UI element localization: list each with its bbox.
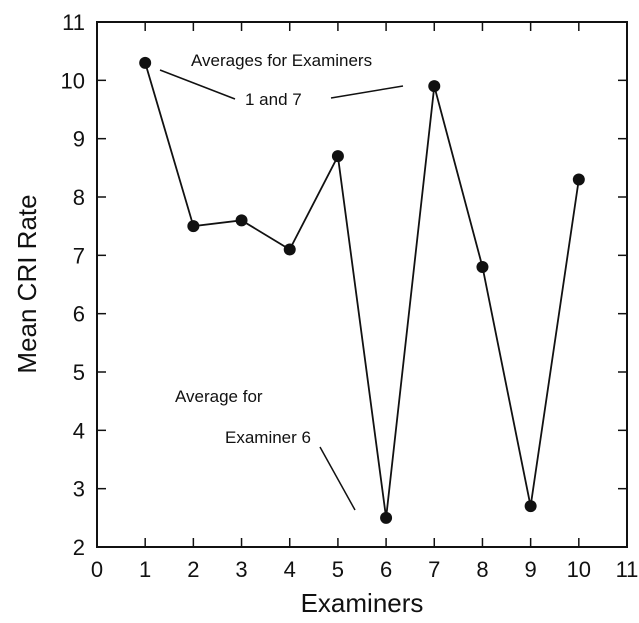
x-tick-label: 6 xyxy=(380,557,392,582)
data-markers xyxy=(139,56,585,524)
y-tick-label: 3 xyxy=(73,477,85,502)
axis-ticks xyxy=(97,22,627,547)
data-point xyxy=(524,500,537,513)
x-tick-label: 4 xyxy=(284,557,296,582)
y-tick-labels: 2 3 4 5 6 7 8 9 10 11 xyxy=(61,10,85,560)
data-point xyxy=(187,220,200,233)
data-point xyxy=(380,511,393,524)
y-tick-label: 8 xyxy=(73,185,85,210)
x-tick-labels: 0 1 2 3 4 5 6 7 8 9 10 11 xyxy=(91,557,639,582)
y-tick-label: 5 xyxy=(73,360,85,385)
x-tick-label: 0 xyxy=(91,557,103,582)
y-tick-label: 6 xyxy=(73,302,85,327)
x-tick-label: 2 xyxy=(187,557,199,582)
annotation-examiners-1-7-line2: 1 and 7 xyxy=(245,90,302,109)
annotation-examiners-1-7-line1: Averages for Examiners xyxy=(191,51,372,70)
data-point xyxy=(572,173,585,186)
plot-frame xyxy=(96,21,628,548)
y-tick-label: 7 xyxy=(73,243,85,268)
leader-line-examiner-7 xyxy=(330,85,404,99)
data-point xyxy=(283,243,296,256)
x-tick-label: 8 xyxy=(476,557,488,582)
x-axis-title: Examiners xyxy=(301,588,424,618)
x-tick-label: 10 xyxy=(567,557,591,582)
y-tick-label: 4 xyxy=(73,418,85,443)
y-axis-title: Mean CRI Rate xyxy=(12,194,42,373)
leader-line-examiner-6 xyxy=(319,446,356,511)
leader-line-examiner-1 xyxy=(159,69,236,100)
x-tick-label: 1 xyxy=(139,557,151,582)
x-tick-label: 5 xyxy=(332,557,344,582)
y-tick-label: 11 xyxy=(62,10,85,35)
data-point xyxy=(428,80,441,93)
x-tick-label: 3 xyxy=(235,557,247,582)
data-point xyxy=(331,150,344,163)
series-line xyxy=(144,62,580,518)
annotation-examiner-6-line1: Average for xyxy=(175,387,263,406)
x-tick-label: 11 xyxy=(616,557,639,582)
annotation-leaders xyxy=(159,69,404,511)
data-point xyxy=(139,56,152,69)
data-point xyxy=(235,214,248,227)
data-point xyxy=(476,261,489,273)
annotation-examiner-6-line2: Examiner 6 xyxy=(225,428,311,447)
x-tick-label: 7 xyxy=(428,557,440,582)
y-tick-label: 2 xyxy=(73,535,85,560)
y-tick-label: 9 xyxy=(73,127,85,152)
x-tick-label: 9 xyxy=(525,557,537,582)
y-tick-label: 10 xyxy=(61,68,85,93)
